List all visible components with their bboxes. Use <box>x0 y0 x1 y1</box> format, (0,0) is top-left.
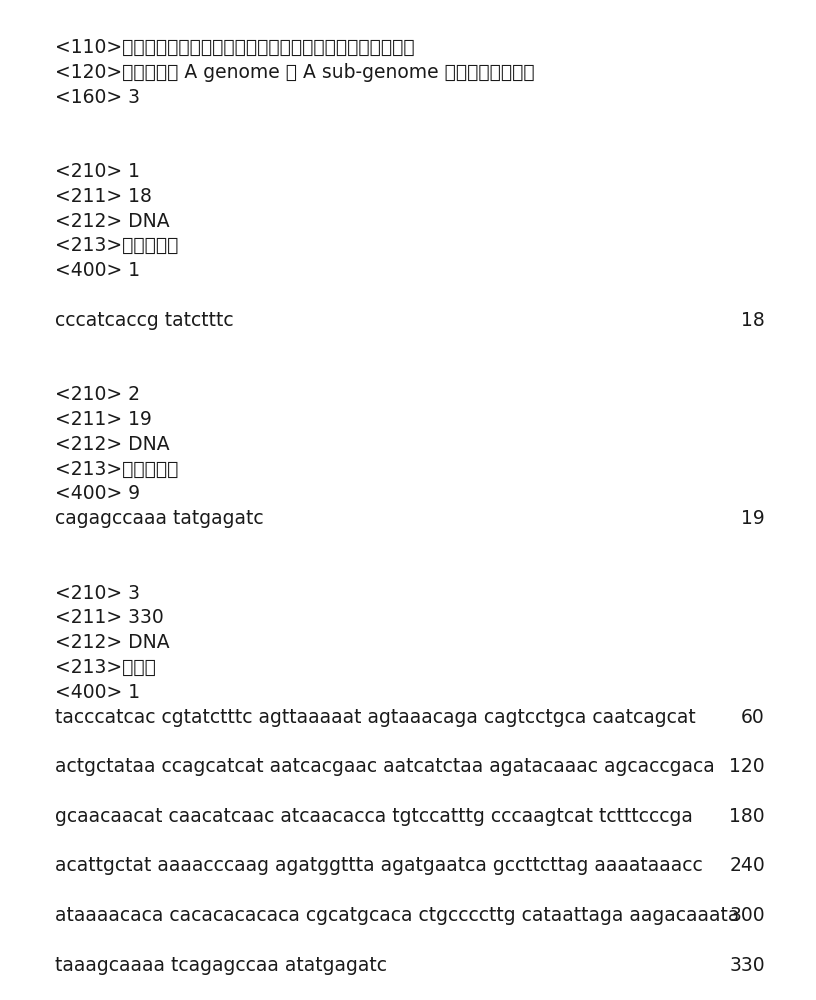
Text: <110>　中国农业科学院棉花研究所，安阳工学院，河北农业大学: <110> 中国农业科学院棉花研究所，安阳工学院，河北农业大学 <box>55 38 415 57</box>
Text: <160> 3: <160> 3 <box>55 88 140 107</box>
Text: tacccatcac cgtatctttc agttaaaaat agtaaacaga cagtcctgca caatcagcat: tacccatcac cgtatctttc agttaaaaat agtaaac… <box>55 708 696 727</box>
Text: <400> 1: <400> 1 <box>55 683 140 702</box>
Text: <210> 1: <210> 1 <box>55 162 140 181</box>
Text: <210> 2: <210> 2 <box>55 385 140 404</box>
Text: <211> 19: <211> 19 <box>55 410 152 429</box>
Text: actgctataa ccagcatcat aatcacgaac aatcatctaa agatacaaac agcaccgaca: actgctataa ccagcatcat aatcacgaac aatcatc… <box>55 757 715 776</box>
Text: <210> 3: <210> 3 <box>55 584 140 603</box>
Text: <211> 18: <211> 18 <box>55 187 152 206</box>
Text: <120>　标记棉花 A genome 和 A sub-genome 染色体端部的方法: <120> 标记棉花 A genome 和 A sub-genome 染色体端部… <box>55 63 534 82</box>
Text: 300: 300 <box>730 906 765 925</box>
Text: <213>　人工序列: <213> 人工序列 <box>55 460 179 479</box>
Text: <400> 1: <400> 1 <box>55 261 140 280</box>
Text: 180: 180 <box>730 807 765 826</box>
Text: <400> 9: <400> 9 <box>55 484 140 503</box>
Text: 18: 18 <box>741 311 765 330</box>
Text: acattgctat aaaacccaag agatggttta agatgaatca gccttcttag aaaataaacc: acattgctat aaaacccaag agatggttta agatgaa… <box>55 856 703 875</box>
Text: gcaacaacat caacatcaac atcaacacca tgtccatttg cccaagtcat tctttcccga: gcaacaacat caacatcaac atcaacacca tgtccat… <box>55 807 693 826</box>
Text: <213>　人工序列: <213> 人工序列 <box>55 236 179 255</box>
Text: <212> DNA: <212> DNA <box>55 435 170 454</box>
Text: <212> DNA: <212> DNA <box>55 633 170 652</box>
Text: 60: 60 <box>741 708 765 727</box>
Text: <213>　棉花: <213> 棉花 <box>55 658 156 677</box>
Text: 240: 240 <box>730 856 765 875</box>
Text: 330: 330 <box>730 956 765 975</box>
Text: ataaaacaca cacacacacaca cgcatgcaca ctgccccttg cataattaga aagacaaata: ataaaacaca cacacacacaca cgcatgcaca ctgcc… <box>55 906 739 925</box>
Text: <211> 330: <211> 330 <box>55 608 164 627</box>
Text: cagagccaaa tatgagatc: cagagccaaa tatgagatc <box>55 509 264 528</box>
Text: cccatcaccg tatctttc: cccatcaccg tatctttc <box>55 311 233 330</box>
Text: 19: 19 <box>741 509 765 528</box>
Text: <212> DNA: <212> DNA <box>55 212 170 231</box>
Text: taaagcaaaa tcagagccaa atatgagatc: taaagcaaaa tcagagccaa atatgagatc <box>55 956 387 975</box>
Text: 120: 120 <box>730 757 765 776</box>
